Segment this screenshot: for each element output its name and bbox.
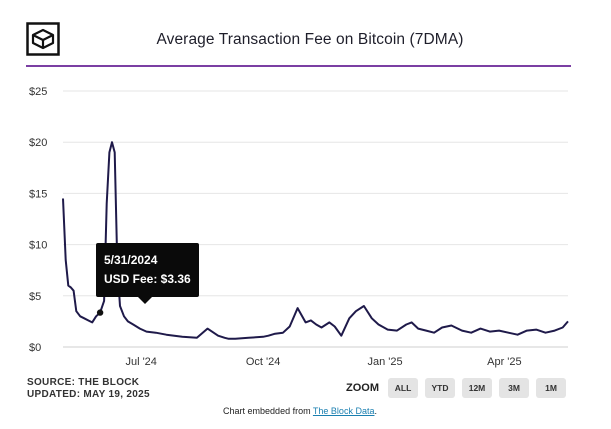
footer-text: Chart embedded from [223, 406, 311, 416]
y-tick-label: $15 [29, 188, 47, 200]
zoom-ytd-button[interactable]: YTD [425, 378, 455, 398]
y-tick-label: $0 [29, 342, 41, 354]
zoom-3m-button[interactable]: 3M [499, 378, 529, 398]
tooltip-value: USD Fee: $3.36 [104, 272, 191, 286]
y-tick-label: $5 [29, 291, 41, 303]
the-block-logo-icon[interactable] [26, 22, 60, 56]
data-tooltip: 5/31/2024 USD Fee: $3.36 [96, 243, 199, 304]
x-tick-label: Oct '24 [246, 356, 281, 368]
the-block-data-link[interactable]: The Block Data [312, 406, 375, 416]
chart-title: Average Transaction Fee on Bitcoin (7DMA… [156, 31, 464, 48]
zoom-1m-button[interactable]: 1M [536, 378, 566, 398]
highlight-point [96, 309, 104, 316]
source-line: SOURCE: THE BLOCK [27, 377, 140, 388]
x-tick-label: Jul '24 [125, 356, 156, 368]
y-tick-label: $20 [29, 137, 47, 149]
zoom-all-button[interactable]: ALL [388, 378, 418, 398]
zoom-12m-button[interactable]: 12M [462, 378, 492, 398]
tooltip-date: 5/31/2024 [104, 253, 158, 267]
zoom-label: ZOOM [346, 382, 379, 394]
source-info: SOURCE: THE BLOCK UPDATED: MAY 19, 2025 [27, 377, 150, 401]
x-tick-label: Jan '25 [368, 356, 403, 368]
footer-period: . [374, 406, 377, 416]
x-tick-label: Apr '25 [487, 356, 522, 368]
embed-footer: Chart embedded from The Block Data. [0, 406, 600, 416]
fee-series-line [62, 141, 569, 340]
y-tick-label: $10 [29, 240, 47, 252]
updated-line: UPDATED: MAY 19, 2025 [27, 389, 150, 400]
y-tick-label: $25 [29, 86, 47, 98]
tooltip-pointer [138, 297, 152, 304]
title-divider [26, 65, 571, 67]
